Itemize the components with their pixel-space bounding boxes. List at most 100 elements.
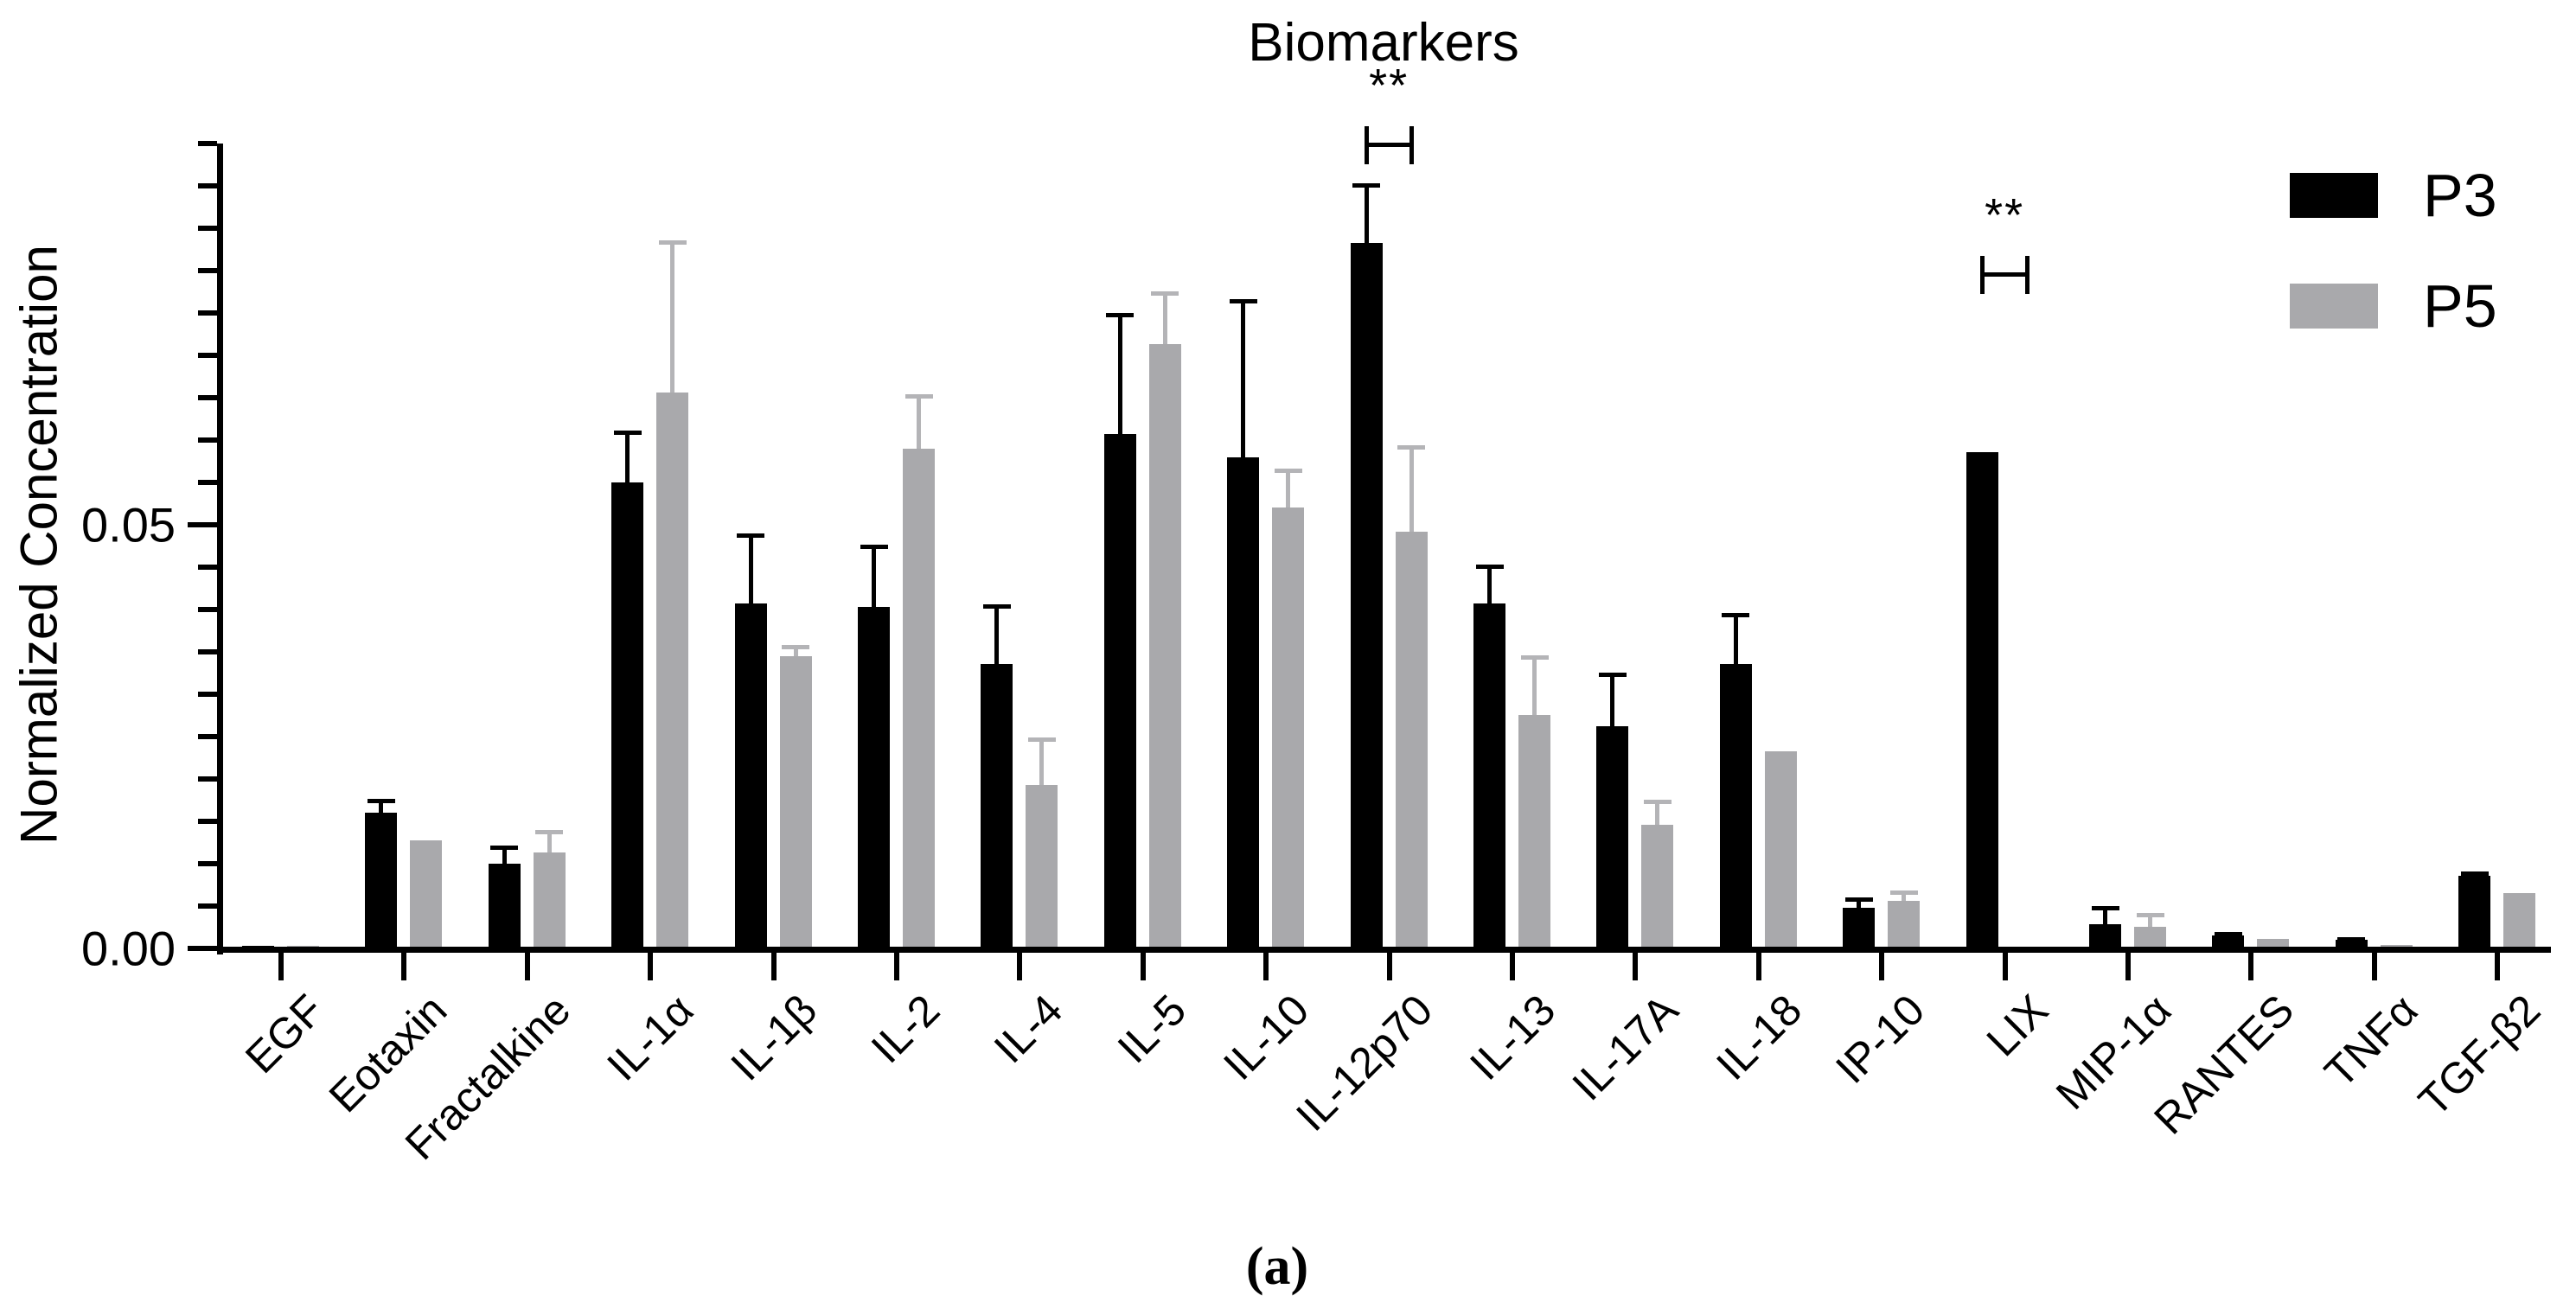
errorcap-p3-IL-5: [1106, 313, 1135, 317]
y-minor-tick: [198, 819, 217, 824]
errorbar-p3-Fractalkine: [502, 846, 507, 864]
bar-p5-IL-18: [1764, 750, 1797, 948]
bar-p5-IL-5: [1148, 344, 1181, 948]
sig-bracket-end-IL-12p70-1: [1409, 125, 1414, 164]
y-minor-tick: [198, 861, 217, 866]
errorbar-p3-IL-13: [1487, 565, 1492, 604]
errorbar-p3-IL-18: [1733, 612, 1738, 664]
errorcap-p3-IL-2: [860, 544, 888, 549]
x-tick-RANTES: [2248, 953, 2254, 980]
bar-p3-IL-5: [1103, 434, 1136, 948]
bar-p5-IL-10: [1272, 507, 1305, 948]
bar-p5-IL-12p70: [1395, 531, 1428, 948]
errorcap-p5-IL-10: [1274, 469, 1302, 474]
bar-p5-Eotaxin: [410, 839, 443, 948]
errorbar-p3-IL-5: [1117, 313, 1122, 435]
x-tick-IL-4: [1017, 953, 1023, 980]
errorcap-p3-TNFα: [2337, 937, 2366, 942]
y-minor-tick: [198, 395, 217, 400]
bar-p5-IL-2: [903, 448, 935, 948]
y-minor-tick: [198, 734, 217, 739]
p5-color-swatch: [2290, 284, 2378, 329]
y-tick-label-0.00: 0.00: [81, 921, 176, 976]
x-axis-label-IL-12p70: IL-12p70: [1286, 985, 1441, 1140]
errorcap-p3-IL-1α: [613, 431, 642, 436]
errorcap-p5-MIP-1α: [2136, 912, 2164, 917]
legend-item-p5: P5: [2290, 272, 2497, 340]
bar-p3-IL-13: [1473, 603, 1505, 948]
subfigure-caption: (a): [1245, 1237, 1309, 1296]
y-minor-tick: [198, 649, 217, 654]
errorbar-p5-IL-13: [1532, 654, 1537, 715]
bar-p5-RANTES: [2257, 939, 2290, 948]
sig-stars-LIX: **: [1985, 188, 2025, 241]
bar-p5-IL-1α: [656, 393, 689, 948]
x-axis-label-EGF: EGF: [236, 985, 334, 1082]
y-minor-tick: [198, 692, 217, 697]
errorbar-p5-IP-10: [1902, 890, 1907, 902]
errorcap-p5-Fractalkine: [535, 829, 564, 834]
x-tick-Fractalkine: [524, 953, 530, 980]
chart-title: Biomarkers: [1248, 13, 1519, 73]
errorbar-p3-IL-17A: [1610, 672, 1615, 727]
errorcap-p3-RANTES: [2214, 932, 2242, 937]
errorbar-p3-IL-10: [1241, 299, 1246, 457]
errorcap-p3-Eotaxin: [367, 798, 395, 803]
errorcap-p3-IL-10: [1229, 299, 1257, 304]
x-tick-IL-5: [1140, 953, 1146, 980]
x-axis-label-LIX: LIX: [1977, 985, 2057, 1066]
bar-p3-LIX: [1966, 451, 1998, 948]
errorcap-p5-IL-1β: [782, 645, 810, 650]
x-tick-IL-1β: [770, 953, 777, 980]
errorcap-p3-Fractalkine: [490, 846, 519, 851]
x-axis-label-TGF-β2: TGF-β2: [2409, 985, 2550, 1126]
sig-bracket-IL-12p70: [1366, 143, 1412, 148]
y-minor-tick: [198, 776, 217, 782]
bar-p3-Fractalkine: [488, 864, 521, 948]
x-axis-label-IL-1α: IL-1α: [598, 985, 703, 1090]
errorcap-p5-IL-5: [1151, 290, 1179, 296]
y-minor-tick: [198, 607, 217, 612]
x-tick-LIX: [2002, 953, 2008, 980]
bar-p3-RANTES: [2212, 935, 2245, 948]
x-tick-IL-10: [1263, 953, 1269, 980]
errorcap-p3-IL-17A: [1598, 672, 1627, 677]
errorbar-p5-IL-2: [917, 394, 921, 449]
bar-p3-IL-12p70: [1350, 242, 1383, 948]
bar-p3-IL-1α: [611, 482, 644, 948]
x-tick-IL-12p70: [1386, 953, 1392, 980]
errorcap-p5-IL-17A: [1643, 799, 1672, 804]
x-tick-TNFα: [2371, 953, 2377, 980]
x-axis-label-IL-10: IL-10: [1214, 985, 1319, 1089]
errorbar-p5-IL-12p70: [1409, 444, 1414, 532]
bar-p3-IL-10: [1227, 456, 1260, 948]
errorcap-p3-IL-4: [982, 604, 1011, 610]
x-axis-label-IL-4: IL-4: [985, 985, 1072, 1073]
errorcap-p3-IL-1β: [737, 533, 765, 538]
errorbar-p5-IL-1α: [670, 239, 675, 393]
errorcap-p5-IL-1α: [658, 239, 687, 245]
errorbar-p5-IL-17A: [1655, 799, 1660, 825]
legend-label-p5: P5: [2423, 272, 2497, 340]
errorcap-p3-MIP-1α: [2091, 906, 2119, 910]
x-axis-label-IP-10: IP-10: [1826, 985, 1934, 1093]
errorbar-p5-Fractalkine: [547, 829, 552, 853]
errorbar-p5-IL-1β: [793, 645, 798, 656]
x-tick-Eotaxin: [401, 953, 407, 980]
p3-color-swatch: [2290, 173, 2378, 218]
bar-p3-IL-1β: [734, 603, 767, 948]
bar-p5-IL-4: [1026, 784, 1058, 948]
x-axis-label-IL-2: IL-2: [861, 985, 949, 1073]
y-minor-tick: [198, 903, 217, 909]
sig-bracket-end-LIX-1: [2024, 255, 2029, 294]
bar-p3-TNFα: [2335, 940, 2368, 948]
errorcap-p5-IP-10: [1889, 890, 1918, 896]
x-axis-label-IL-5: IL-5: [1108, 985, 1196, 1073]
y-major-tick: [188, 946, 217, 951]
errorcap-p3-IL-12p70: [1352, 183, 1381, 188]
x-axis-label-IL-18: IL-18: [1706, 985, 1812, 1089]
bar-p5-TGF-β2: [2503, 893, 2536, 948]
y-axis-line: [217, 144, 223, 954]
y-minor-tick: [198, 141, 217, 146]
